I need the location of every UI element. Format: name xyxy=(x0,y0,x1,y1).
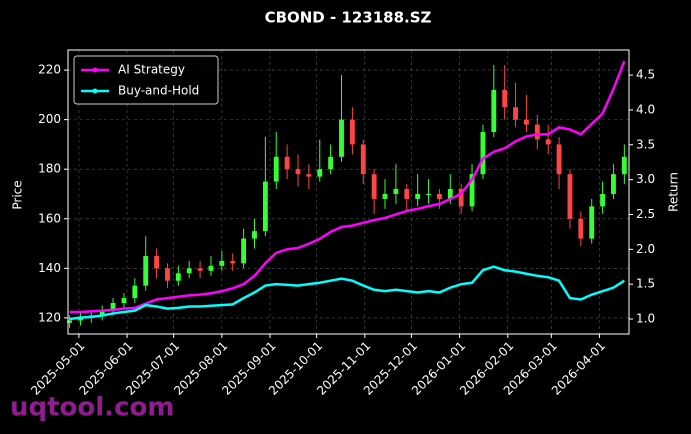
candle-body xyxy=(502,89,508,108)
candle-body xyxy=(589,206,595,239)
y2-tick-label: 3.0 xyxy=(636,172,655,186)
y-tick-label: 200 xyxy=(38,112,61,126)
candle-body xyxy=(175,273,181,281)
candle-body xyxy=(252,231,257,239)
y2-tick-label: 1.0 xyxy=(636,312,655,326)
candle-body xyxy=(360,144,366,175)
y2-tick-label: 2.0 xyxy=(636,242,655,256)
candle-body xyxy=(567,174,573,219)
legend-label: Buy-and-Hold xyxy=(118,84,199,98)
candle-body xyxy=(393,189,399,194)
y-tick-label: 220 xyxy=(38,63,61,77)
candle-body xyxy=(78,317,83,321)
candle-body xyxy=(317,169,323,177)
y2-tick-label: 4.5 xyxy=(636,68,655,82)
series-line xyxy=(69,60,626,314)
candle-body xyxy=(143,255,149,286)
y2-tick-label: 3.5 xyxy=(636,137,655,151)
candle-body xyxy=(611,174,616,194)
candle-body xyxy=(219,260,225,266)
y2-tick-label: 1.5 xyxy=(636,277,655,291)
candle-body xyxy=(284,156,290,170)
candle-body xyxy=(371,174,377,199)
candle-body xyxy=(67,320,72,323)
candle-body xyxy=(339,119,344,157)
chart-title: CBOND - 123188.SZ xyxy=(265,9,432,27)
candle-body xyxy=(165,268,170,281)
candle-body xyxy=(230,260,236,264)
candle-body xyxy=(295,169,301,175)
candle-body xyxy=(306,174,312,177)
series-line xyxy=(69,265,626,321)
candle-body xyxy=(186,268,192,274)
candle-body xyxy=(197,268,203,271)
candle-body xyxy=(121,298,127,304)
watermark: uqtool.com xyxy=(10,393,174,423)
candle-body xyxy=(513,107,518,120)
candle-body xyxy=(578,218,584,239)
y-tick-label: 160 xyxy=(38,211,61,225)
legend-label: AI Strategy xyxy=(118,63,185,77)
legend: AI Strategy Buy-and-Hold xyxy=(73,55,219,105)
candle-body xyxy=(556,144,562,175)
y-tick-label: 140 xyxy=(38,261,61,275)
candle-body xyxy=(600,193,606,207)
candle-body xyxy=(491,89,497,133)
candle-body xyxy=(447,189,453,199)
candle-body xyxy=(349,119,355,145)
candle-body xyxy=(382,193,388,199)
legend-marker xyxy=(92,88,98,94)
y-axis-label: Price xyxy=(11,180,25,209)
candle-body xyxy=(154,255,160,269)
candle-body xyxy=(241,238,247,264)
legend-marker xyxy=(92,67,98,73)
candle-body xyxy=(621,156,627,175)
candle-body xyxy=(524,119,529,125)
plot-frame xyxy=(67,49,630,335)
candle-body xyxy=(262,181,268,232)
candle-body xyxy=(469,174,475,207)
y-tick-label: 180 xyxy=(38,162,61,176)
candle-body xyxy=(99,310,105,316)
candle-body xyxy=(273,156,279,182)
candle-body xyxy=(545,139,551,145)
candle-body xyxy=(110,303,116,311)
candle-body xyxy=(480,132,486,175)
candle-body xyxy=(328,156,334,170)
candle-body xyxy=(404,189,410,199)
candle-body xyxy=(415,193,421,199)
legend-box xyxy=(73,55,219,105)
y-tick-label: 120 xyxy=(38,310,61,324)
y2-tick-label: 2.5 xyxy=(636,207,655,221)
candle-body xyxy=(436,193,442,199)
y2-axis-label: Return xyxy=(667,172,681,212)
candle-body xyxy=(534,124,540,140)
candle-body xyxy=(132,285,138,299)
candle-body xyxy=(458,189,464,207)
candle-body xyxy=(208,265,214,271)
y2-tick-label: 4.0 xyxy=(636,102,655,116)
candle-body xyxy=(426,193,431,195)
